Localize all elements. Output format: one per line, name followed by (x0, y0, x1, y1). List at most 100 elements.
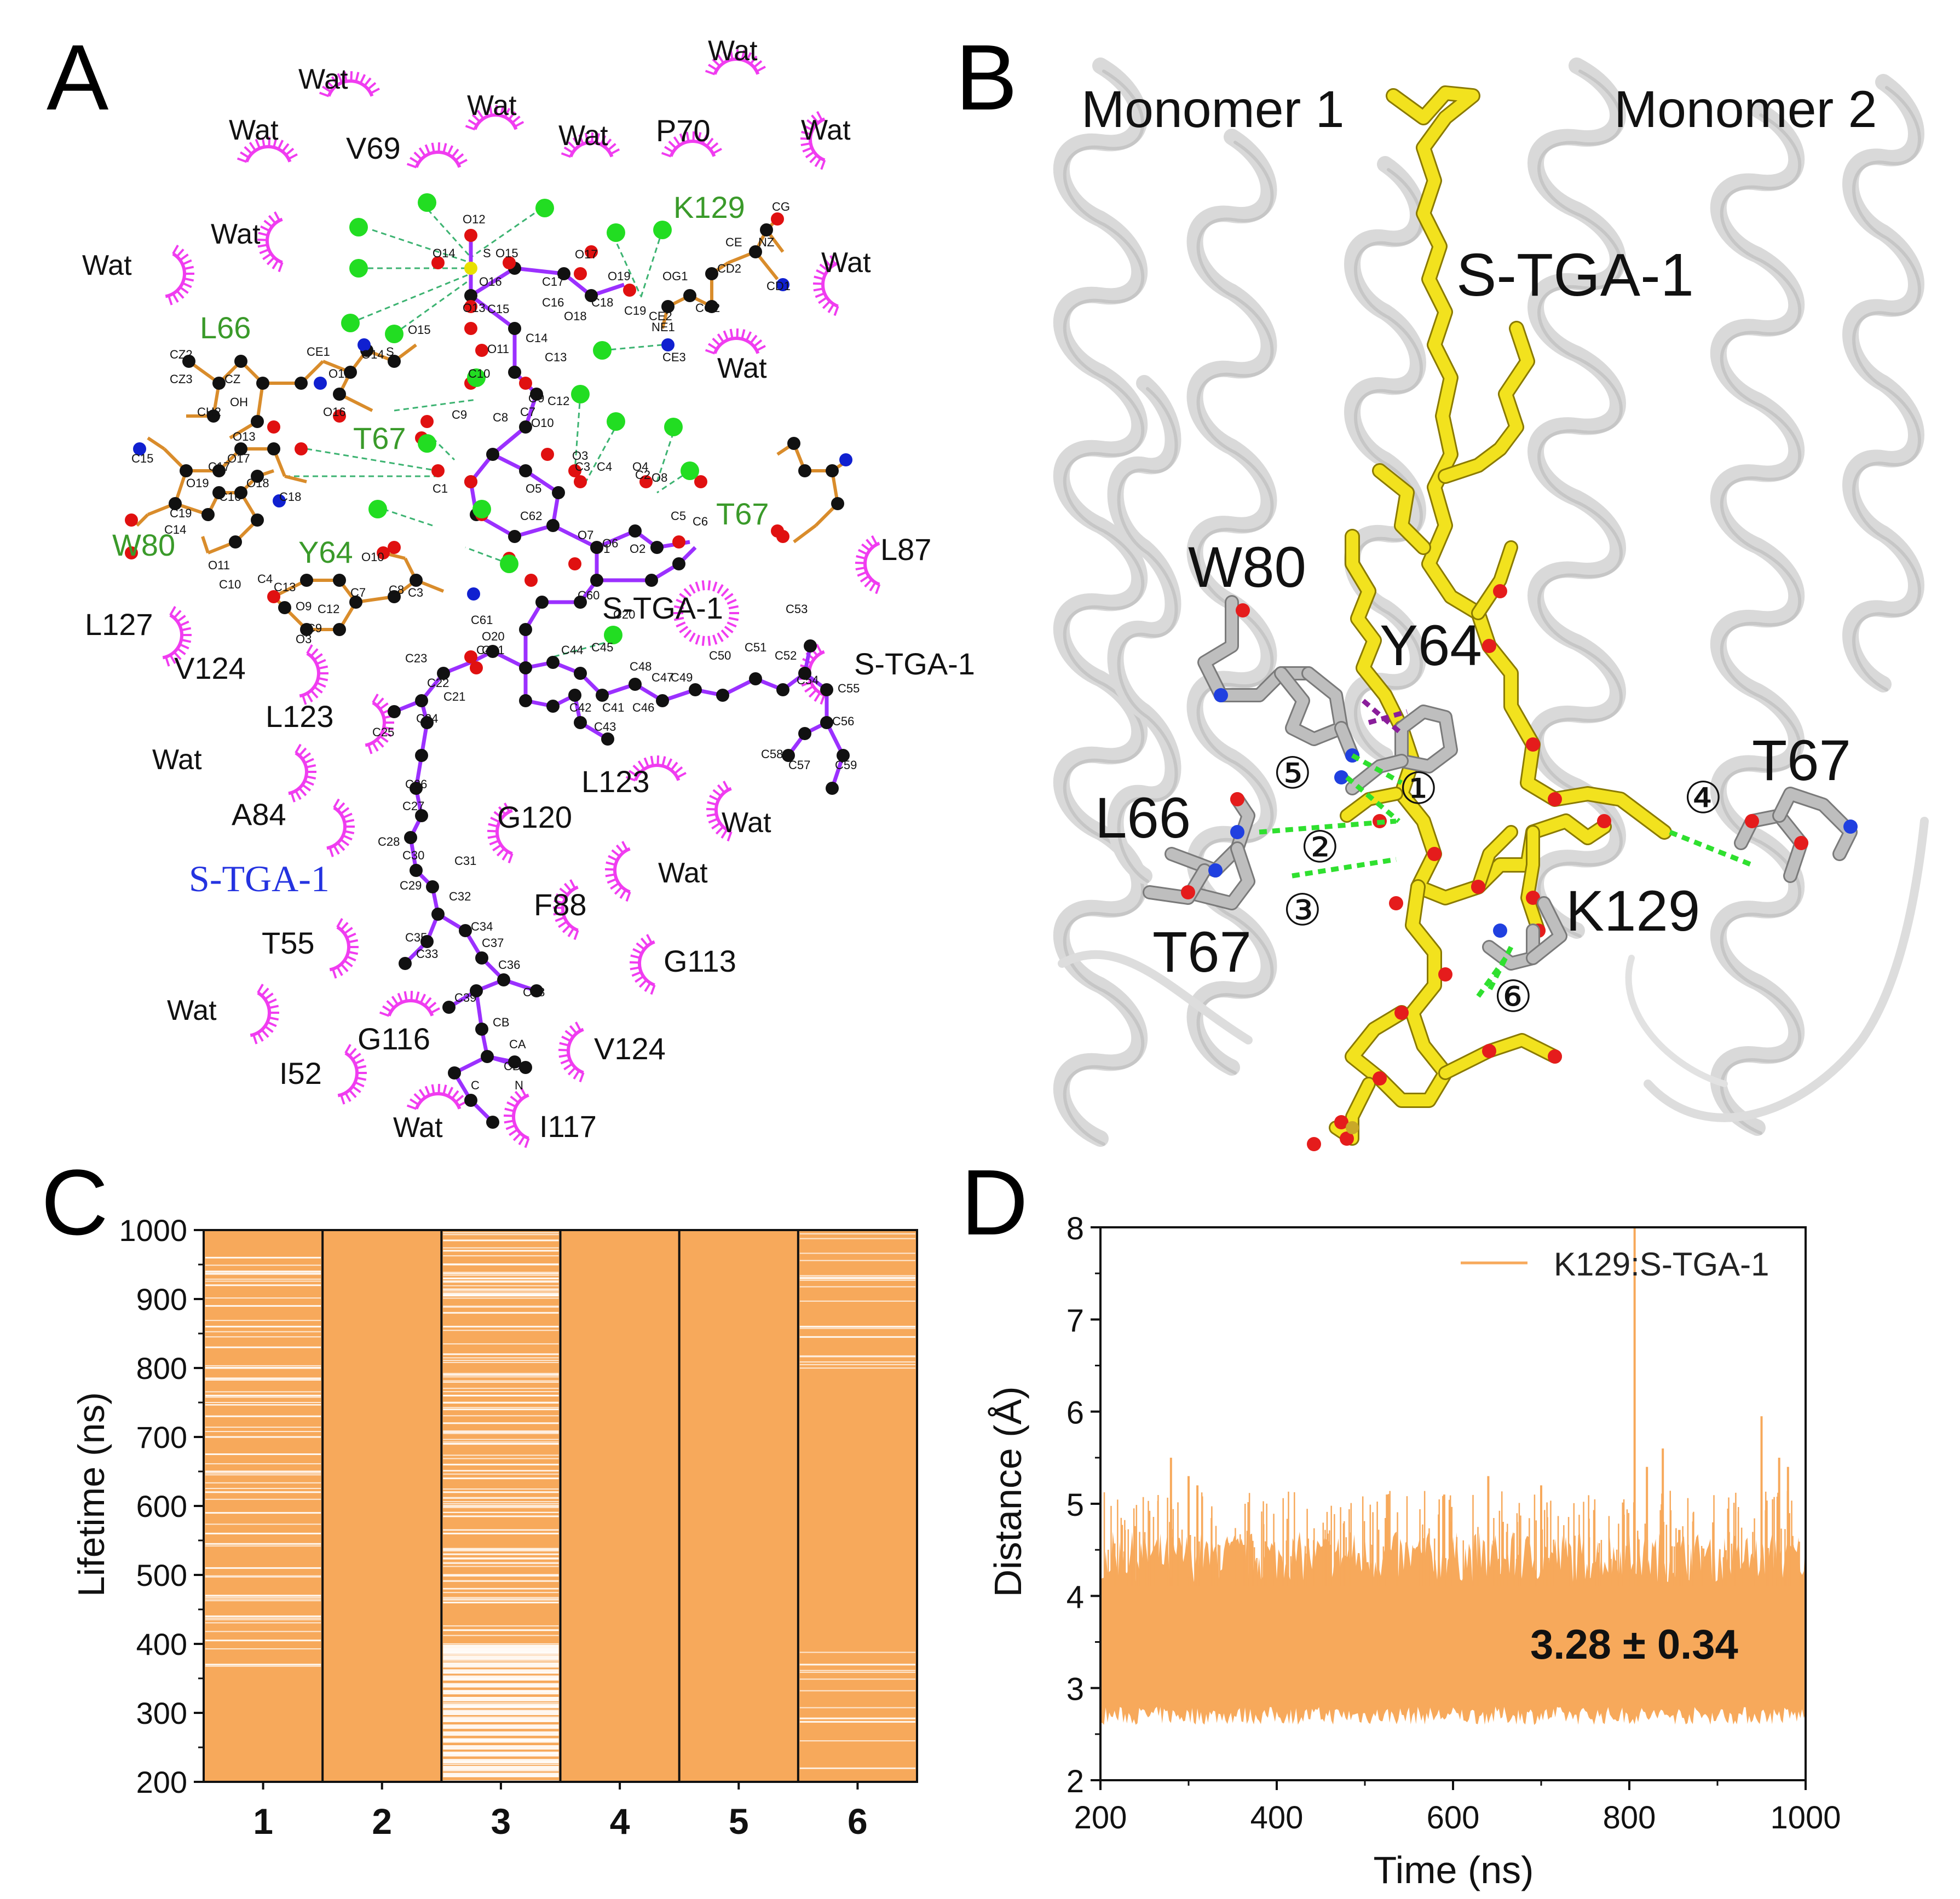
hydrophobic-tick (304, 780, 314, 786)
carbon-atom (229, 535, 242, 549)
lifetime-gap (443, 1263, 559, 1265)
water-label: Wat (821, 247, 871, 279)
hydrophobic-tick (750, 55, 758, 65)
residue-label: F88 (534, 887, 587, 922)
atom-label: C4 (257, 572, 273, 586)
lifetime-gap (799, 1364, 915, 1365)
hydrophobic-tick (348, 950, 359, 955)
hydrophobic-tick (176, 290, 185, 299)
hydrophobic-tick (514, 121, 524, 128)
hydrophobic-tick (181, 638, 192, 643)
hydrophobic-tick (809, 154, 818, 164)
hydrophobic-tick (803, 124, 813, 131)
residue-label: V124 (594, 1031, 666, 1066)
hydrophobic-tick (354, 1081, 365, 1088)
lifetime-gap (799, 1252, 915, 1254)
hydrophobic-tick (619, 889, 627, 899)
hbond-line (394, 278, 471, 335)
lifetime-gap (443, 1415, 559, 1417)
hydrophobic-tick (451, 148, 459, 158)
x-tick-label: 200 (1074, 1800, 1127, 1835)
residue-label: L123 (581, 764, 650, 799)
carbon-atom (278, 601, 291, 614)
hbond-line (612, 235, 642, 296)
x-tick-label: 6 (848, 1801, 868, 1842)
ligand-stick (1439, 322, 1534, 482)
lifetime-gap (799, 1768, 915, 1769)
hydrophobic-tick (169, 606, 176, 616)
nitrogen-atom (273, 494, 286, 507)
hydrophobic-tick (562, 924, 571, 933)
hydrophobic-tick (263, 220, 273, 228)
hydrophobic-tick (260, 225, 270, 232)
hydrophobic-tick (268, 215, 276, 224)
hydrophobic-tick (364, 77, 372, 87)
lifetime-gap (443, 1588, 559, 1589)
lifetime-gap (443, 1770, 559, 1771)
lifetime-gap (205, 1280, 321, 1282)
atom-label: O10 (531, 416, 554, 430)
carbon-atom (437, 667, 450, 680)
lifetime-gap (205, 1472, 321, 1474)
lifetime-gap (443, 1660, 559, 1662)
hydrophobic-tick (176, 249, 185, 258)
hbond-dash (1259, 818, 1397, 835)
hydrophobic-tick (173, 610, 182, 619)
hbond-line (656, 470, 690, 494)
hydrophobic-tick (569, 879, 577, 889)
hydrophobic-tick (712, 58, 721, 67)
hydrophobic-tick (712, 148, 722, 155)
lifetime-gap (205, 1331, 321, 1332)
carbon-atom (574, 667, 587, 680)
lifetime-gap (205, 1396, 321, 1398)
atom-label: O14 (433, 246, 456, 260)
residue-oxygen (1745, 814, 1759, 828)
lifetime-gap (443, 1662, 559, 1667)
ligand-oxygen (1334, 1115, 1348, 1129)
residue-nitrogen (1230, 825, 1244, 839)
hydrophobic-tick (431, 142, 435, 153)
hydrophobic-tick (701, 580, 705, 591)
hydrophobic-tick (573, 930, 579, 940)
oxygen-atom (568, 557, 581, 570)
hydrophobic-tick (340, 1094, 345, 1105)
oxygen-atom (475, 344, 488, 357)
hydrophobic-tick (707, 636, 711, 646)
carbon-atom (464, 289, 477, 302)
lifetime-gap (205, 1498, 321, 1500)
lifetime-gap (443, 1290, 559, 1292)
atom-label: CG (772, 200, 790, 213)
hydrophobic-tick (643, 757, 650, 767)
hydrophobic-tick (179, 253, 189, 261)
carbon-atom (760, 223, 773, 236)
hydrophobic-tick (650, 755, 654, 766)
hydrophobic-tick (319, 91, 330, 97)
lifetime-gap (443, 1280, 559, 1282)
hydrophobic-tick (756, 66, 766, 73)
lifetime-gap (205, 1617, 321, 1619)
y-tick-label: 1000 (119, 1213, 187, 1248)
carbon-atom (629, 524, 642, 538)
hydrophobic-tick (382, 731, 392, 737)
lifetime-gap (443, 1247, 559, 1249)
atom-label: OG1 (662, 269, 688, 283)
lifetime-gap (443, 1625, 559, 1627)
lifetime-gap (443, 1292, 559, 1294)
y-tick-label: 600 (136, 1489, 187, 1523)
water-label: Wat (708, 35, 758, 67)
atom-label: C42 (569, 701, 591, 714)
atom-label: CD (504, 1059, 521, 1073)
y-tick-label: 200 (136, 1765, 187, 1799)
oxygen-atom (464, 650, 477, 663)
hydrophobic-arc (714, 787, 732, 834)
y-tick-label: 8 (1067, 1211, 1084, 1246)
hydrophobic-tick (415, 991, 420, 1002)
hydrophobic-tick (410, 1098, 419, 1106)
oxygen-atom (524, 574, 538, 587)
hydrophobic-tick (492, 844, 502, 852)
hydrophobic-tick (673, 605, 684, 610)
atom-label: C61 (471, 613, 493, 627)
bond-number: ② (1300, 823, 1340, 871)
hydrophobic-tick (257, 1032, 264, 1042)
lifetime-gap (443, 1432, 559, 1433)
